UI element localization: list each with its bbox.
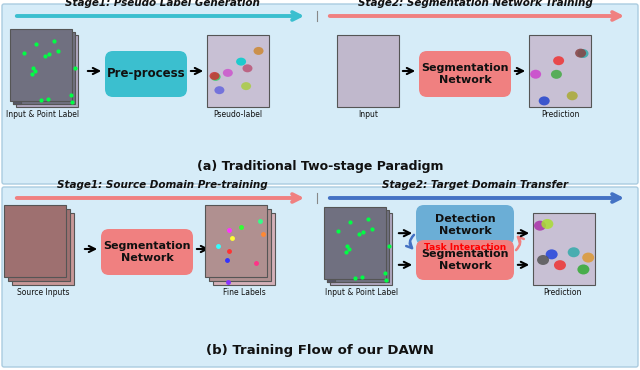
FancyBboxPatch shape	[416, 205, 514, 245]
Ellipse shape	[568, 247, 580, 257]
Bar	[209, 209, 271, 281]
Ellipse shape	[541, 219, 554, 229]
Ellipse shape	[546, 249, 557, 259]
Bar	[10, 29, 72, 101]
Text: Pseudo-label: Pseudo-label	[213, 110, 262, 119]
Bar	[13, 32, 75, 104]
FancyArrowPatch shape	[516, 237, 524, 250]
Ellipse shape	[223, 69, 233, 77]
Ellipse shape	[567, 91, 578, 100]
Ellipse shape	[530, 70, 541, 79]
Ellipse shape	[582, 253, 594, 263]
Text: Prediction: Prediction	[543, 288, 581, 297]
Bar	[207, 35, 269, 107]
Ellipse shape	[554, 260, 566, 270]
Ellipse shape	[539, 97, 550, 105]
Ellipse shape	[236, 58, 246, 65]
Ellipse shape	[551, 70, 562, 79]
Bar	[8, 209, 70, 281]
Bar	[529, 35, 591, 107]
Bar	[12, 213, 74, 285]
Text: Detection
Network: Detection Network	[435, 214, 495, 236]
Ellipse shape	[577, 265, 589, 275]
Bar	[205, 205, 267, 277]
Text: Fine Labels: Fine Labels	[223, 288, 266, 297]
Ellipse shape	[534, 221, 546, 231]
Text: Stage1: Source Domain Pre-training: Stage1: Source Domain Pre-training	[57, 180, 268, 190]
FancyBboxPatch shape	[2, 4, 638, 184]
Text: Stage2: Segmentation Network Training: Stage2: Segmentation Network Training	[358, 0, 593, 8]
Bar	[213, 213, 275, 285]
Bar	[327, 210, 335, 282]
Bar	[327, 210, 389, 282]
FancyBboxPatch shape	[101, 229, 193, 275]
Text: Stage1: Pseudo Label Generation: Stage1: Pseudo Label Generation	[65, 0, 259, 8]
Ellipse shape	[243, 64, 253, 72]
Text: Segmentation
Network: Segmentation Network	[103, 241, 191, 263]
Bar	[16, 35, 78, 107]
Ellipse shape	[577, 49, 589, 58]
Bar	[13, 32, 21, 104]
Text: Source Inputs: Source Inputs	[17, 288, 69, 297]
Text: Prediction: Prediction	[541, 110, 579, 119]
FancyBboxPatch shape	[105, 51, 187, 97]
Ellipse shape	[575, 48, 586, 58]
Ellipse shape	[211, 73, 221, 81]
Ellipse shape	[553, 56, 564, 65]
Text: Task Interaction: Task Interaction	[424, 242, 506, 252]
Text: Input & Point Label: Input & Point Label	[6, 110, 79, 119]
Text: Pre-process: Pre-process	[107, 67, 186, 81]
Text: Stage2: Target Domain Transfer: Stage2: Target Domain Transfer	[382, 180, 568, 190]
Bar	[324, 207, 386, 279]
FancyBboxPatch shape	[419, 51, 511, 97]
Text: Segmentation
Network: Segmentation Network	[421, 63, 509, 85]
Ellipse shape	[241, 82, 251, 90]
Bar	[337, 35, 399, 107]
Ellipse shape	[537, 255, 549, 265]
Bar	[533, 213, 595, 285]
Ellipse shape	[209, 72, 220, 80]
Ellipse shape	[214, 86, 225, 94]
Text: (b) Training Flow of our DAWN: (b) Training Flow of our DAWN	[206, 344, 434, 357]
Bar	[4, 205, 66, 277]
Bar	[330, 213, 392, 285]
FancyBboxPatch shape	[416, 240, 514, 280]
Ellipse shape	[253, 47, 264, 55]
FancyArrowPatch shape	[406, 235, 414, 248]
Text: (a) Traditional Two-stage Paradigm: (a) Traditional Two-stage Paradigm	[196, 160, 444, 173]
Text: Segmentation
Network: Segmentation Network	[421, 249, 509, 271]
Text: Input & Point Label: Input & Point Label	[325, 288, 399, 297]
FancyBboxPatch shape	[2, 187, 638, 367]
Text: Input: Input	[358, 110, 378, 119]
